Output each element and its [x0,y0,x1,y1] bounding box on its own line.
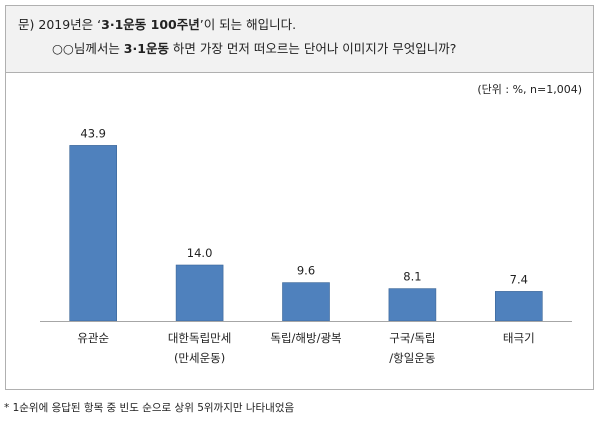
bar-3 [388,288,437,322]
question-emphasis-2: 3·1운동 [123,41,169,56]
question-line-2: ○○님께서는 3·1운동 하면 가장 먼저 떠오르는 단어나 이미지가 무엇입니… [52,40,456,58]
category-label-1-1: (만세운동) [174,351,225,365]
question-text-1b: ’이 되는 해입니다. [199,17,297,32]
value-label-3: 8.1 [403,270,421,284]
question-prefix: 문) [18,17,35,32]
bars-group [69,145,543,322]
bar-0 [69,145,117,322]
category-label-3-1: /항일운동 [389,351,435,365]
value-label-4: 7.4 [510,272,528,286]
category-label-2-0: 독립/해방/광복 [270,331,341,345]
bar-4 [494,291,543,322]
category-label-0-0: 유관순 [77,331,109,345]
category-label-1-0: 대한독립만세 [168,331,231,345]
category-labels-group: 유관순 대한독립만세 (만세운동) 독립/해방/광복 구국/독립/항일운동 태극기 [77,331,534,365]
footnote: * 1순위에 응답된 항목 중 빈도 순으로 상위 5위까지만 나타내었음 [4,402,295,414]
bar-1 [175,264,224,322]
survey-chart-frame: 문) 2019년은 ‘3·1운동 100주년’이 되는 해입니다. ○○님께서는… [5,5,594,390]
question-text-1a: 2019년은 ‘ [38,17,102,32]
unit-note: (단위 : %, n=1,004) [477,83,582,96]
value-label-0: 43.9 [80,126,106,140]
value-label-1: 14.0 [187,246,213,260]
question-text-2a: ○○님께서는 [52,41,124,56]
category-label-4-0: 태극기 [503,331,535,345]
bar-2 [282,282,330,322]
question-text-2b: 하면 가장 먼저 떠오르는 단어나 이미지가 무엇입니까? [168,41,457,56]
category-label-3-0: 구국/독립 [389,331,435,345]
value-labels-group: 43.9 14.0 9.6 8.1 7.4 [80,126,528,286]
question-emphasis-1: 3·1운동 100주년 [101,17,200,32]
question-line-1: 문) 2019년은 ‘3·1운동 100주년’이 되는 해입니다. [18,16,296,34]
question-box: 문) 2019년은 ‘3·1운동 100주년’이 되는 해입니다. ○○님께서는… [6,6,593,73]
value-label-2: 9.6 [297,264,315,278]
